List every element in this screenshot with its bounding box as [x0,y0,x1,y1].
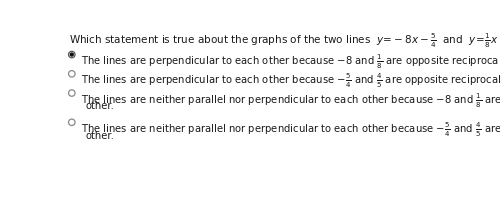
Text: Which statement is true about the graphs of the two lines  $y\!=\!-8x-\frac{5}{4: Which statement is true about the graphs… [68,31,500,49]
Text: other.: other. [86,101,115,111]
Circle shape [70,53,74,57]
Text: The lines are perpendicular to each other because $-8$ and $\frac{1}{8}$ are opp: The lines are perpendicular to each othe… [81,53,500,71]
Text: other.: other. [86,130,115,140]
Text: The lines are neither parallel nor perpendicular to each other because $-\frac{5: The lines are neither parallel nor perpe… [81,120,500,138]
Text: The lines are neither parallel nor perpendicular to each other because $-8$ and : The lines are neither parallel nor perpe… [81,91,500,109]
Text: The lines are perpendicular to each other because $-\frac{5}{4}$ and $\frac{4}{5: The lines are perpendicular to each othe… [81,72,500,90]
